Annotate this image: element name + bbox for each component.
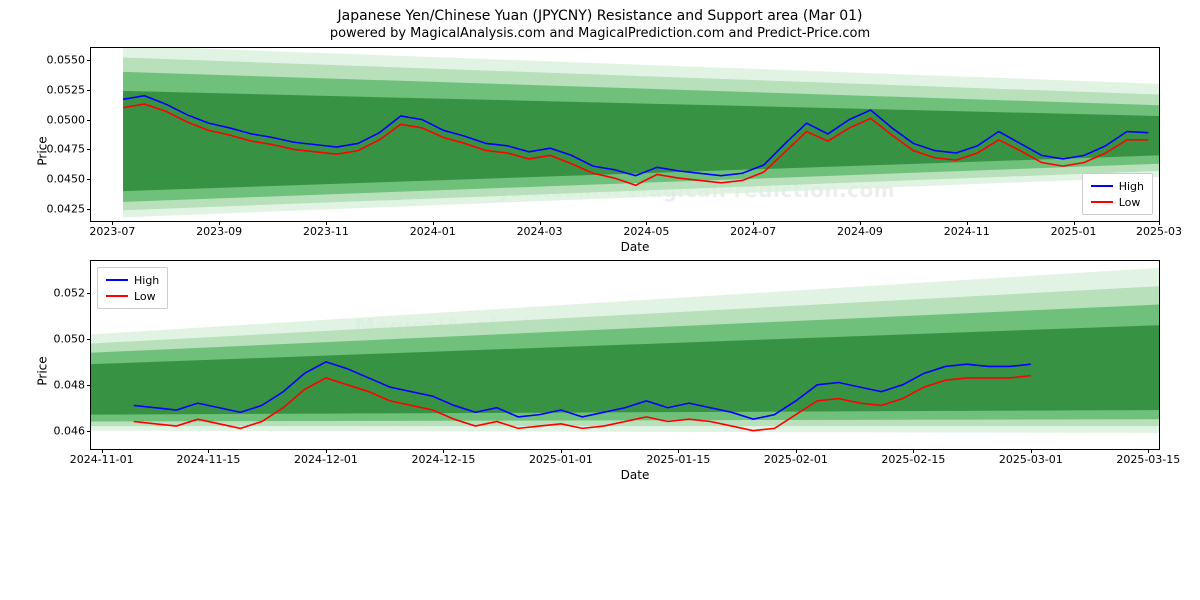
legend-row-high: High bbox=[1091, 178, 1144, 194]
y-tick-label: 0.0525 bbox=[47, 83, 92, 96]
legend: High Low bbox=[1082, 173, 1153, 215]
y-tick-label: 0.046 bbox=[54, 424, 92, 437]
y-tick-label: 0.0475 bbox=[47, 143, 92, 156]
y-tick-label: 0.0450 bbox=[47, 173, 92, 186]
legend-swatch-high bbox=[1091, 185, 1113, 187]
plot-svg bbox=[91, 261, 1159, 449]
top-chart-panel: Price MagicalAnalysis.com ∴ MagicalPredi… bbox=[20, 47, 1180, 254]
legend-row-low: Low bbox=[106, 288, 159, 304]
bottom-chart-panel: Price MagicalAnalysis.com ∴ MagicalPredi… bbox=[20, 260, 1180, 482]
y-tick-label: 0.0550 bbox=[47, 53, 92, 66]
y-tick-label: 0.050 bbox=[54, 332, 92, 345]
chart-subtitle: powered by MagicalAnalysis.com and Magic… bbox=[20, 26, 1180, 41]
y-tick-label: 0.048 bbox=[54, 378, 92, 391]
y-tick-label: 0.0425 bbox=[47, 203, 92, 216]
legend-swatch-low bbox=[106, 295, 128, 297]
legend-label-high: High bbox=[134, 274, 159, 287]
x-axis-label: Date bbox=[90, 240, 1180, 254]
x-axis-label: Date bbox=[90, 468, 1180, 482]
top-plot-area: MagicalAnalysis.com ∴ MagicalPrediction.… bbox=[90, 47, 1160, 222]
legend-row-low: Low bbox=[1091, 194, 1144, 210]
legend-label-high: High bbox=[1119, 180, 1144, 193]
y-tick-label: 0.052 bbox=[54, 287, 92, 300]
y-tick-label: 0.0500 bbox=[47, 113, 92, 126]
legend-label-low: Low bbox=[134, 290, 156, 303]
legend-swatch-high bbox=[106, 279, 128, 281]
plot-svg bbox=[91, 48, 1159, 221]
legend-label-low: Low bbox=[1119, 196, 1141, 209]
legend: High Low bbox=[97, 267, 168, 309]
bottom-plot-area: MagicalAnalysis.com ∴ MagicalPrediction.… bbox=[90, 260, 1160, 450]
y-axis-label: Price bbox=[36, 356, 50, 385]
chart-title: Japanese Yen/Chinese Yuan (JPYCNY) Resis… bbox=[20, 8, 1180, 24]
legend-row-high: High bbox=[106, 272, 159, 288]
legend-swatch-low bbox=[1091, 201, 1113, 203]
